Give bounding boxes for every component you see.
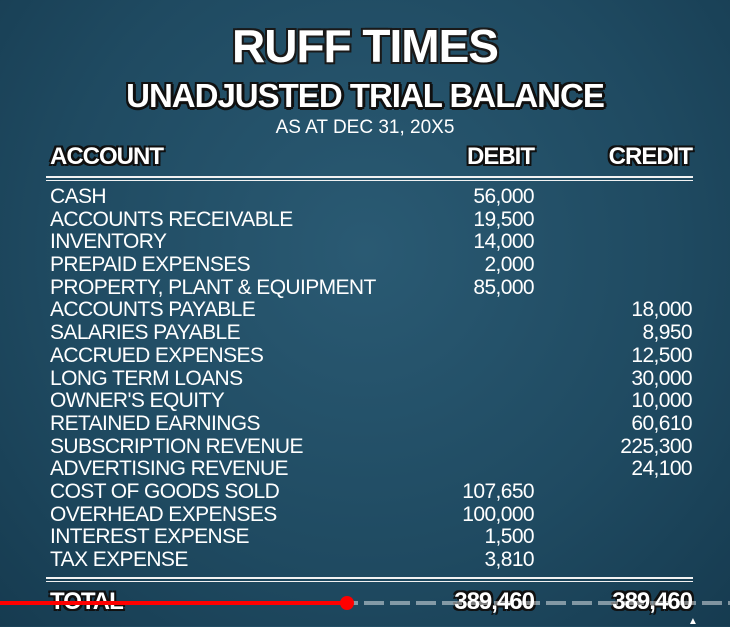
- debit-value: 1,500: [484, 525, 534, 549]
- table-row: LONG TERM LOANS 30,000: [0, 366, 730, 391]
- credit-value: 225,300: [620, 434, 692, 458]
- debit-value: 14,000: [473, 230, 534, 254]
- account-name: OVERHEAD EXPENSES: [50, 502, 277, 526]
- account-name: PREPAID EXPENSES: [50, 253, 251, 277]
- credit-value: 10,000: [631, 389, 692, 413]
- account-name: ADVERTISING REVENUE: [50, 457, 289, 481]
- table-row: SALARIES PAYABLE 8,950: [0, 322, 730, 345]
- account-name: ACCRUED EXPENSES: [50, 343, 264, 367]
- credit-value: 24,100: [631, 457, 692, 481]
- account-name: RETAINED EARNINGS: [50, 411, 261, 435]
- debit-value: 107,650: [462, 479, 534, 503]
- table-row: ACCRUED EXPENSES 12,500: [0, 343, 730, 368]
- account-name: ACCOUNTS RECEIVABLE: [50, 207, 293, 231]
- account-name: COST OF GOODS SOLD: [50, 479, 280, 503]
- balance-rows: CASH 56,000 ACCOUNTS RECEIVABLE 19,500 INVEN…: [0, 186, 730, 572]
- credit-value: 12,500: [631, 343, 692, 367]
- account-name: CASH: [50, 185, 107, 208]
- account-name: ACCOUNTS PAYABLE: [50, 298, 256, 322]
- table-row: TAX EXPENSE 3,810: [0, 549, 730, 572]
- table-row: OWNER'S EQUITY 10,000: [0, 390, 730, 413]
- video-progress-handle[interactable]: [339, 596, 354, 610]
- table-row: CASH 56,000: [0, 186, 730, 209]
- debit-value: 85,000: [473, 275, 534, 299]
- credit-value: 8,950: [642, 321, 692, 345]
- credit-value: 30,000: [631, 366, 692, 390]
- table-row: ADVERTISING REVENUE 24,100: [0, 458, 730, 481]
- table-row: ACCOUNTS RECEIVABLE 19,500: [0, 207, 730, 232]
- table-row: RETAINED EARNINGS 60,610: [0, 411, 730, 436]
- header-divider: [46, 176, 693, 178]
- total-divider-thin: [46, 581, 693, 582]
- caret-up-icon: ▲: [688, 616, 698, 627]
- video-progress-fill: [0, 601, 347, 605]
- total-debit: 389,460: [454, 588, 535, 616]
- report-title: RUFF TIMES: [232, 20, 499, 72]
- credit-value: 18,000: [631, 298, 692, 322]
- video-progress-track[interactable]: [0, 601, 730, 605]
- account-name: TAX EXPENSE: [50, 548, 188, 571]
- account-name: SALARIES PAYABLE: [50, 321, 241, 345]
- debit-value: 56,000: [473, 185, 534, 208]
- debit-value: 3,810: [484, 548, 534, 571]
- table-row: SUBSCRIPTION REVENUE 225,300: [0, 434, 730, 459]
- account-name: INVENTORY: [50, 230, 167, 254]
- table-row: PREPAID EXPENSES 2,000: [0, 254, 730, 277]
- table-row: INVENTORY 14,000: [0, 231, 730, 254]
- table-row: ACCOUNTS PAYABLE 18,000: [0, 299, 730, 322]
- report-date: AS AT DEC 31, 20X5: [275, 117, 455, 138]
- debit-value: 100,000: [462, 502, 534, 526]
- account-name: PROPERTY, PLANT & EQUIPMENT: [50, 275, 376, 299]
- account-name: LONG TERM LOANS: [50, 366, 243, 390]
- account-name: OWNER'S EQUITY: [50, 389, 225, 413]
- debit-value: 2,000: [484, 253, 534, 277]
- total-divider: [46, 577, 693, 579]
- report-subtitle: UNADJUSTED TRIAL BALANCE: [126, 77, 605, 114]
- credit-value: 60,610: [631, 411, 692, 435]
- account-name: SUBSCRIPTION REVENUE: [50, 434, 303, 458]
- column-header-credit: CREDIT: [608, 143, 693, 170]
- table-row: INTEREST EXPENSE 1,500: [0, 526, 730, 549]
- table-row: COST OF GOODS SOLD 107,650: [0, 479, 730, 504]
- debit-value: 19,500: [473, 207, 534, 231]
- table-row: PROPERTY, PLANT & EQUIPMENT 85,000: [0, 275, 730, 300]
- column-header-account: ACCOUNT: [50, 143, 164, 170]
- account-name: INTEREST EXPENSE: [50, 525, 250, 549]
- header-divider-thin: [46, 180, 693, 181]
- table-row: OVERHEAD EXPENSES 100,000: [0, 502, 730, 527]
- column-header-debit: DEBIT: [467, 143, 535, 170]
- total-credit: 389,460: [612, 588, 693, 616]
